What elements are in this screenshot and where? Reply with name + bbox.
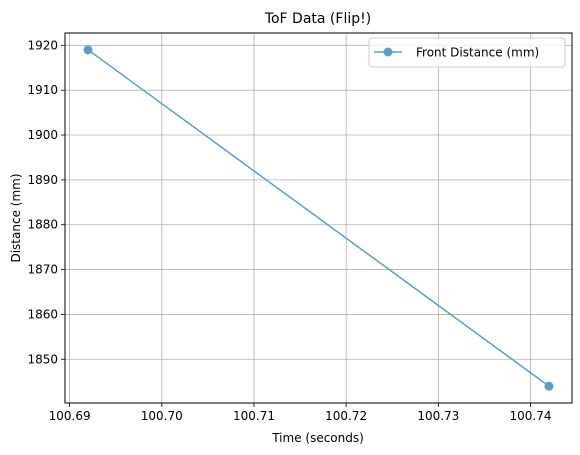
x-axis: 100.69 100.70 100.71 100.72 100.73 100.74 [49, 403, 552, 423]
series-line [87, 49, 550, 387]
x-tick-label: 100.71 [233, 409, 275, 423]
series-layer [83, 45, 554, 391]
x-tick-label: 100.69 [49, 409, 91, 423]
x-tick-label: 100.72 [325, 409, 367, 423]
y-tick-label: 1900 [27, 128, 58, 142]
y-tick-label: 1870 [27, 263, 58, 277]
y-tick-label: 1880 [27, 218, 58, 232]
y-tick-label: 1890 [27, 173, 58, 187]
chart-title: ToF Data (Flip!) [264, 11, 371, 27]
plot-frame [64, 32, 573, 404]
y-tick-label: 1920 [27, 38, 58, 52]
y-axis-label: Distance (mm) [9, 173, 23, 262]
y-tick-label: 1850 [27, 352, 58, 366]
x-tick-label: 100.73 [417, 409, 459, 423]
x-tick-label: 100.70 [141, 409, 183, 423]
legend-box [368, 37, 566, 68]
x-axis-label: Time (seconds) [271, 431, 364, 445]
legend-marker [383, 47, 393, 57]
x-tick-label: 100.74 [510, 409, 552, 423]
y-axis: 1850 1860 1870 1880 1890 1900 1910 1920 [27, 38, 65, 366]
data-point [544, 381, 554, 391]
legend: Front Distance (mm) [368, 37, 566, 68]
y-tick-label: 1860 [27, 307, 58, 321]
y-tick-label: 1910 [27, 83, 58, 97]
data-point [83, 45, 93, 55]
legend-label: Front Distance (mm) [416, 46, 539, 60]
